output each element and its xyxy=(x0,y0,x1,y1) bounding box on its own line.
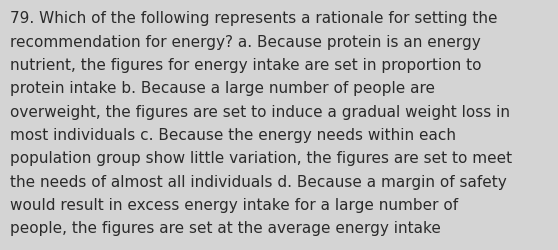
Text: the needs of almost all individuals d. Because a margin of safety: the needs of almost all individuals d. B… xyxy=(10,174,507,189)
Text: population group show little variation, the figures are set to meet: population group show little variation, … xyxy=(10,151,512,166)
Text: people, the figures are set at the average energy intake: people, the figures are set at the avera… xyxy=(10,220,441,236)
Text: overweight, the figures are set to induce a gradual weight loss in: overweight, the figures are set to induc… xyxy=(10,104,510,119)
Text: would result in excess energy intake for a large number of: would result in excess energy intake for… xyxy=(10,197,458,212)
Text: most individuals c. Because the energy needs within each: most individuals c. Because the energy n… xyxy=(10,128,456,142)
Text: recommendation for energy? a. Because protein is an energy: recommendation for energy? a. Because pr… xyxy=(10,34,481,50)
Text: nutrient, the figures for energy intake are set in proportion to: nutrient, the figures for energy intake … xyxy=(10,58,482,73)
Text: protein intake b. Because a large number of people are: protein intake b. Because a large number… xyxy=(10,81,435,96)
Text: 79. Which of the following represents a rationale for setting the: 79. Which of the following represents a … xyxy=(10,11,498,26)
